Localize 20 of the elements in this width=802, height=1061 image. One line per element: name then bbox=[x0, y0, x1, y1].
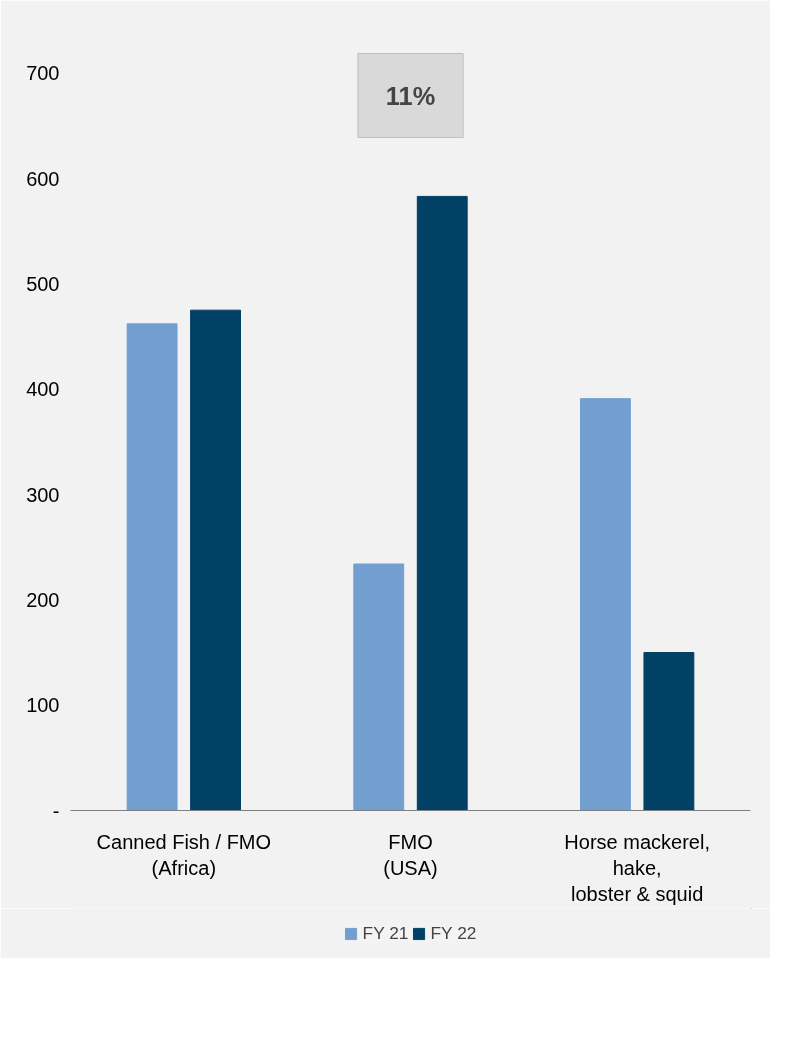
x-tick-label: Horse mackerel, hake, lobster & squid bbox=[564, 830, 710, 906]
bar bbox=[353, 563, 405, 811]
bar bbox=[643, 652, 695, 811]
y-tick-label: 300 bbox=[26, 483, 60, 506]
y-tick-label: 100 bbox=[26, 694, 60, 717]
annotation: 11% bbox=[385, 81, 436, 110]
x-tick-label: Canned Fish / FMO (Africa) bbox=[96, 830, 272, 879]
bar bbox=[126, 323, 178, 811]
bar bbox=[416, 195, 468, 811]
bar bbox=[580, 398, 631, 811]
legend-label: FY 21 bbox=[362, 922, 409, 944]
bar bbox=[190, 309, 241, 811]
legend-label: FY 22 bbox=[430, 922, 477, 944]
y-tick-label: 600 bbox=[26, 167, 60, 190]
x-tick-label: FMO (USA) bbox=[383, 830, 438, 879]
y-tick-label: 200 bbox=[26, 588, 60, 611]
y-tick-label: - bbox=[52, 799, 60, 822]
y-tick-label: 700 bbox=[26, 62, 60, 85]
y-tick-label: 400 bbox=[26, 378, 60, 401]
y-tick-label: 500 bbox=[26, 272, 60, 295]
